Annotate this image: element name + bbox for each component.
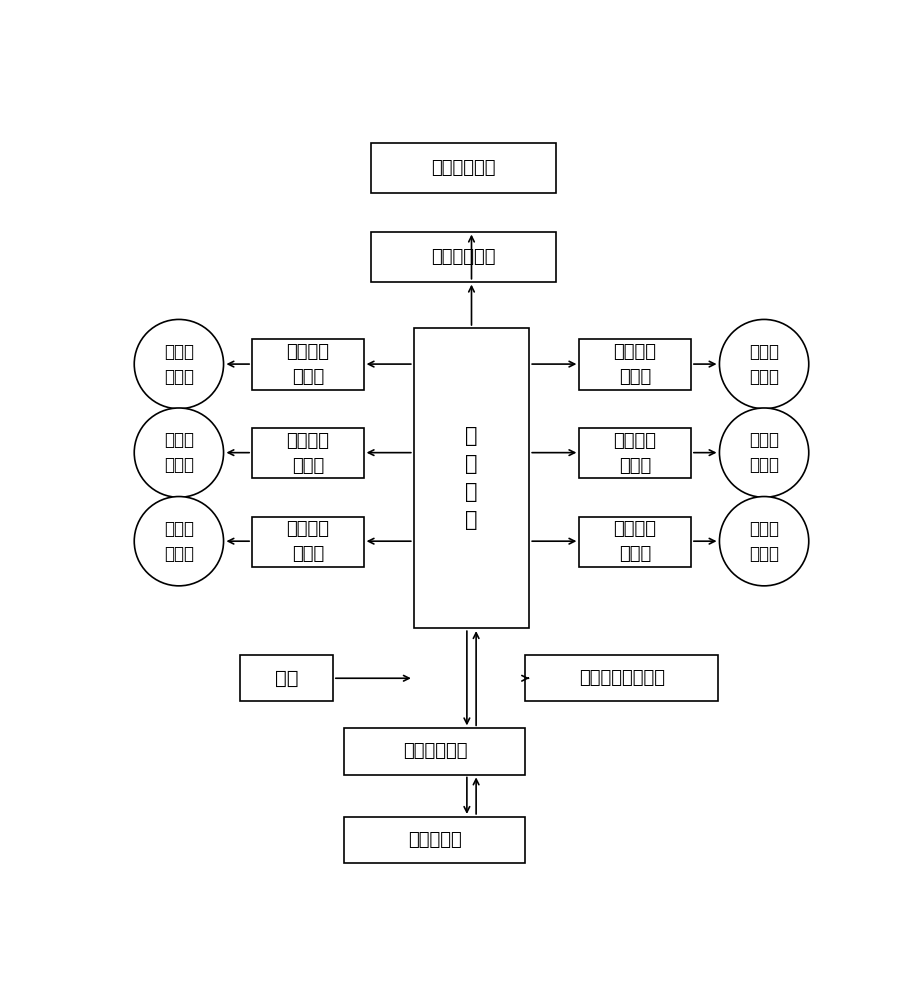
Bar [579, 339, 690, 389]
Circle shape [134, 408, 223, 497]
Text: 右升高
电动机: 右升高 电动机 [748, 431, 778, 474]
Bar [252, 339, 363, 389]
Text: 左拳击
电动机: 左拳击 电动机 [164, 343, 194, 386]
Bar [252, 517, 363, 567]
Bar [414, 328, 528, 628]
Bar [252, 428, 363, 478]
Circle shape [134, 497, 223, 586]
Bar [525, 655, 717, 701]
Text: 右拳击
电动机: 右拳击 电动机 [748, 343, 778, 386]
Circle shape [719, 497, 808, 586]
Text: 左升高
电动机: 左升高 电动机 [164, 431, 194, 474]
Text: 声光驱动电路: 声光驱动电路 [431, 248, 495, 266]
Text: 电动机驱
动电路: 电动机驱 动电路 [613, 343, 656, 386]
Text: 声光显示装置: 声光显示装置 [431, 159, 495, 177]
Bar [371, 232, 556, 282]
Bar [579, 517, 690, 567]
Text: 无线控制器: 无线控制器 [408, 831, 461, 849]
Text: 电动机驱
动电路: 电动机驱 动电路 [613, 432, 656, 475]
Text: 电动机驱
动电路: 电动机驱 动电路 [286, 343, 329, 386]
Text: 左行走
电动机: 左行走 电动机 [164, 520, 194, 563]
Circle shape [719, 408, 808, 497]
Text: 电动机驱
动电路: 电动机驱 动电路 [286, 432, 329, 475]
Bar [579, 428, 690, 478]
Bar [344, 728, 525, 775]
Text: 微
处
理
器: 微 处 理 器 [465, 426, 477, 530]
Text: 被击打区域传感器: 被击打区域传感器 [578, 669, 664, 687]
Bar [344, 817, 525, 863]
Bar [371, 143, 556, 193]
Text: 右行走
电动机: 右行走 电动机 [748, 520, 778, 563]
Text: 无线通信模块: 无线通信模块 [403, 742, 467, 760]
Circle shape [134, 319, 223, 409]
Text: 电动机驱
动电路: 电动机驱 动电路 [286, 520, 329, 563]
Bar [240, 655, 333, 701]
Text: 电源: 电源 [275, 669, 298, 688]
Circle shape [719, 319, 808, 409]
Text: 电动机驱
动电路: 电动机驱 动电路 [613, 520, 656, 563]
